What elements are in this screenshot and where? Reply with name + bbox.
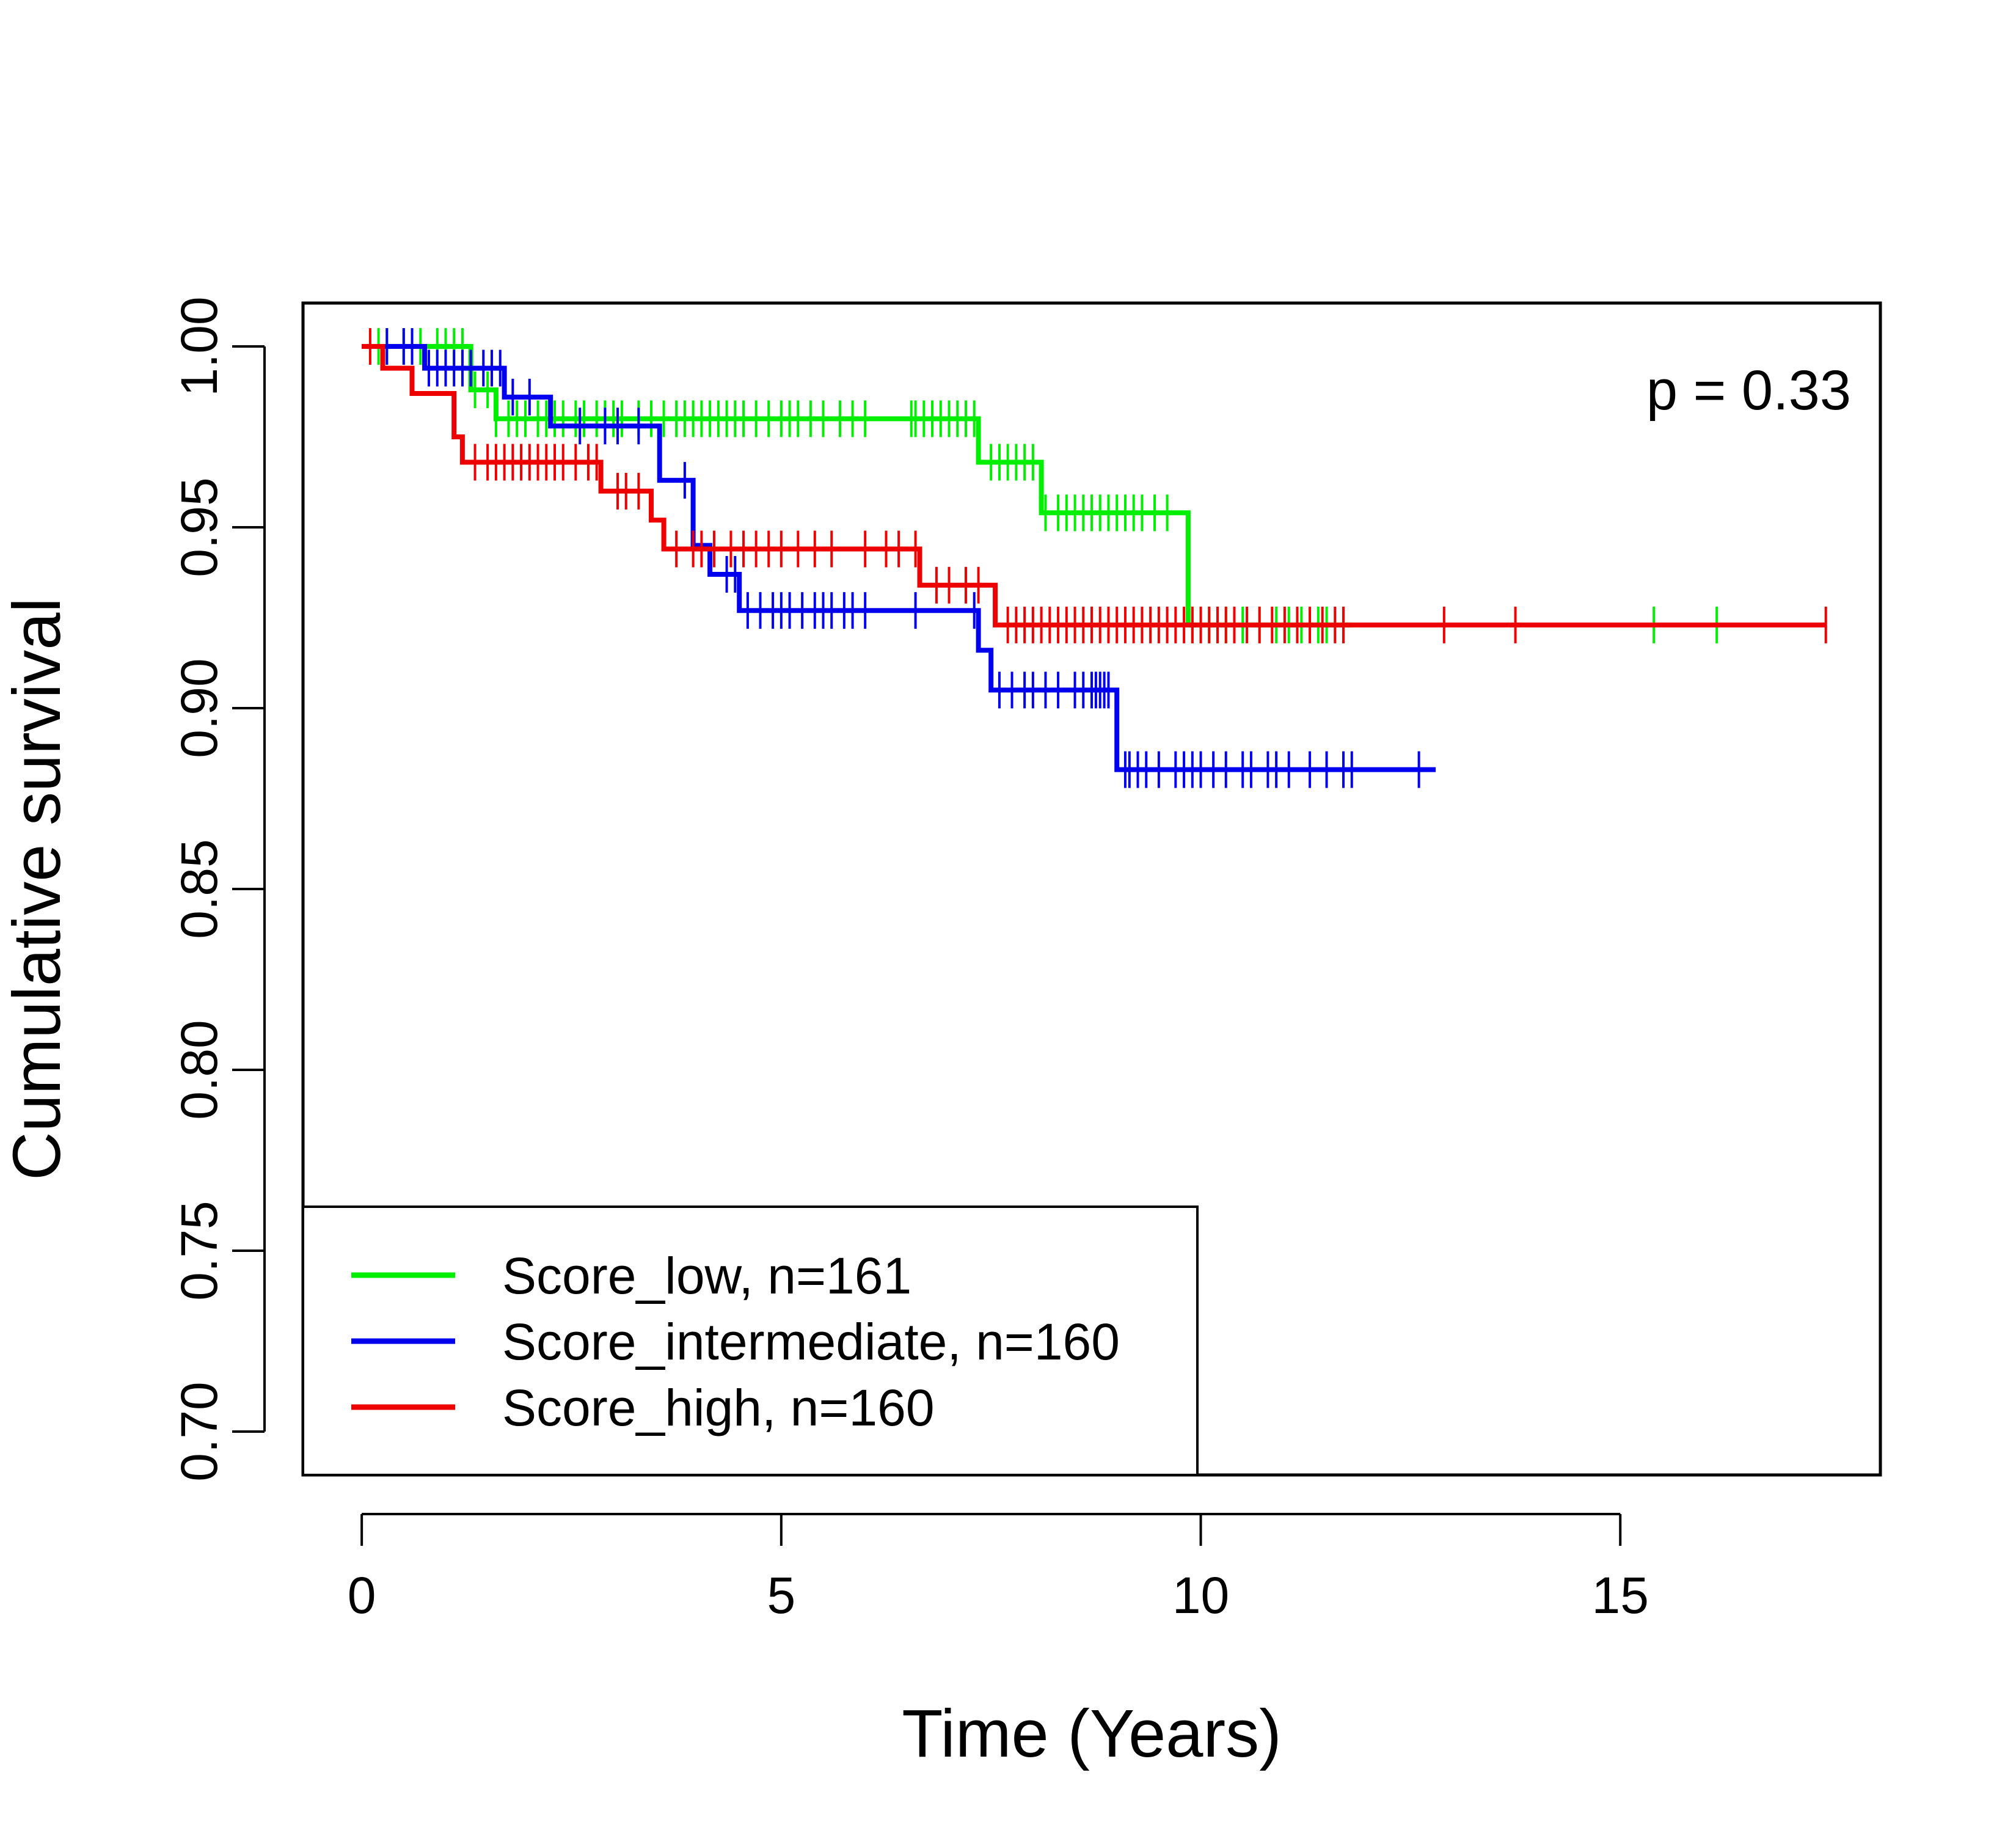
legend: Score_low, n=161 Score_intermediate, n=1…: [302, 1206, 1199, 1476]
x-tick-label: 5: [767, 1567, 795, 1624]
km-curve-high: [362, 344, 1826, 627]
legend-label-high: Score_high, n=160: [502, 1379, 935, 1436]
y-tick-label: 0.85: [170, 839, 228, 939]
x-tick-label: 0: [348, 1567, 376, 1624]
p-value-annotation: p = 0.33: [1646, 359, 1851, 422]
series-high: [362, 328, 1827, 643]
y-axis: 0.70 0.75 0.80 0.85 0.90 0.95 1.00: [170, 296, 266, 1482]
y-tick-label: 1.00: [170, 296, 228, 397]
x-axis: 0 5 10 15: [348, 1513, 1649, 1624]
legend-label-intermediate: Score_intermediate, n=160: [502, 1313, 1120, 1370]
y-tick-label: 0.70: [170, 1381, 228, 1482]
x-tick-label: 10: [1172, 1567, 1229, 1624]
y-axis-title: Cumulative survival: [0, 598, 75, 1180]
legend-label-low: Score_low, n=161: [502, 1247, 911, 1304]
x-tick-label: 15: [1592, 1567, 1649, 1624]
y-tick-label: 0.75: [170, 1201, 228, 1301]
series-layer: [362, 328, 1827, 788]
y-tick-label: 0.80: [170, 1020, 228, 1120]
y-tick-label: 0.90: [170, 658, 228, 758]
x-axis-title: Time (Years): [902, 1696, 1281, 1771]
y-tick-label: 0.95: [170, 477, 228, 577]
